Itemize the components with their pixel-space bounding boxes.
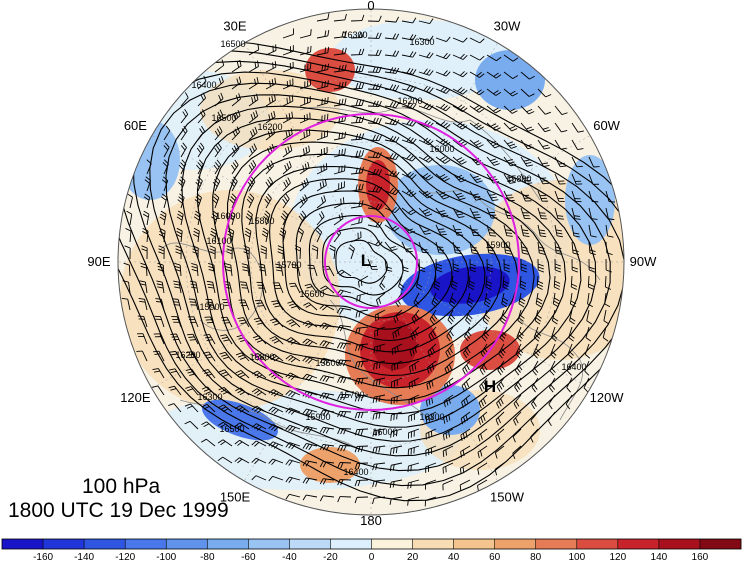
pressure-level-label: 100 hPa <box>82 475 160 499</box>
colorbar-swatch <box>84 539 125 549</box>
colorbar-tick-label: 20 <box>407 552 419 561</box>
colorbar-swatch <box>618 539 659 549</box>
contour-label: 16400 <box>561 362 586 372</box>
longitude-label-180: 180 <box>360 513 382 528</box>
colorbar-swatch <box>536 539 577 549</box>
colorbar-swatch <box>166 539 207 549</box>
colorbar-tick-label: -80 <box>200 552 215 561</box>
colorbar-tick-label: -100 <box>156 552 176 561</box>
colorbar-tick-label: 120 <box>609 552 626 561</box>
contour-label: 16300 <box>409 37 434 47</box>
colorbar-swatch <box>659 539 700 549</box>
colorbar-swatch <box>577 539 618 549</box>
longitude-label-150w: 150W <box>490 490 525 505</box>
longitude-label-120e: 120E <box>120 390 151 405</box>
colorbar-tick-label: 60 <box>489 552 501 561</box>
contour-label: 15900 <box>305 412 330 422</box>
longitude-label-0: 0 <box>367 0 374 13</box>
contour-label: 15900 <box>485 240 510 250</box>
colorbar-swatch <box>330 539 371 549</box>
contour-label: 15800 <box>249 352 274 362</box>
colorbar-swatch <box>125 539 166 549</box>
colorbar-tick-label: 100 <box>568 552 585 561</box>
shade-positive <box>75 300 125 360</box>
colorbar-tick-label: -60 <box>241 552 256 561</box>
colorbar-swatch <box>2 539 43 549</box>
contour-label: 16500 <box>220 39 245 49</box>
colorbar-tick-label: -120 <box>115 552 135 561</box>
contour-label: 15800 <box>506 174 531 184</box>
high-pressure-center: H <box>484 377 496 396</box>
colorbar-tick-label: 160 <box>692 552 709 561</box>
low-pressure-center: L <box>361 251 371 270</box>
contour-label: 16300 <box>419 412 444 422</box>
colorbar-tick-label: 0 <box>369 552 375 561</box>
contour-label: 15900 <box>199 302 224 312</box>
colorbar-swatch <box>495 539 536 549</box>
contour-label: 16200 <box>257 122 282 132</box>
colorbar-tick-label: -140 <box>74 552 94 561</box>
colorbar-swatch <box>454 539 495 549</box>
colorbar-swatch <box>248 539 289 549</box>
colorbar-tick-label: 80 <box>530 552 542 561</box>
longitude-label-60e: 60E <box>124 118 147 133</box>
contour-label: 16500 <box>219 424 244 434</box>
contour-label: 15600 <box>299 289 324 299</box>
contour-label: 15500 <box>315 358 340 368</box>
longitude-label-30w: 30W <box>494 18 521 33</box>
contour-label: 16100 <box>206 236 231 246</box>
colorbar-tick-label: -20 <box>323 552 338 561</box>
contour-label: 15800 <box>249 216 274 226</box>
contour-label: 16400 <box>191 80 216 90</box>
colorbar-tick-label: 40 <box>448 552 460 561</box>
colorbar-tick-label: -160 <box>33 552 53 561</box>
contour-label: 16300 <box>342 30 367 40</box>
colorbar-tick-label: 140 <box>651 552 668 561</box>
colorbar-swatch <box>43 539 84 549</box>
longitude-label-60w: 60W <box>593 118 620 133</box>
longitude-label-90w: 90W <box>630 254 657 269</box>
longitude-label-90e: 90E <box>87 254 110 269</box>
colorbar-swatch <box>289 539 330 549</box>
colorbar-tick-label: -40 <box>282 552 297 561</box>
contour-label: 16500 <box>211 113 236 123</box>
contour-label: 16200 <box>175 350 200 360</box>
valid-time-label: 1800 UTC 19 Dec 1999 <box>8 499 229 523</box>
contour-label: 15700 <box>339 390 364 400</box>
colorbar-swatch <box>700 539 741 549</box>
shade-positive <box>366 160 390 210</box>
contour-label: 16300 <box>197 392 222 402</box>
longitude-label-30e: 30E <box>223 18 246 33</box>
contour-label: 15700 <box>276 260 301 270</box>
colorbar: -160 -140 -120 -100 -80 -60 -40 -20 0 20 40 60 80 100… <box>2 539 741 561</box>
contour-label: 16400 <box>343 467 368 477</box>
colorbar-swatch <box>413 539 454 549</box>
longitude-label-120w: 120W <box>590 390 625 405</box>
contour-label: 16200 <box>397 96 422 106</box>
contour-label: 16000 <box>215 211 240 221</box>
colorbar-swatch <box>207 539 248 549</box>
contour-label: 16000 <box>429 144 454 154</box>
contour-label: 16000 <box>372 427 397 437</box>
colorbar-swatch <box>372 539 413 549</box>
